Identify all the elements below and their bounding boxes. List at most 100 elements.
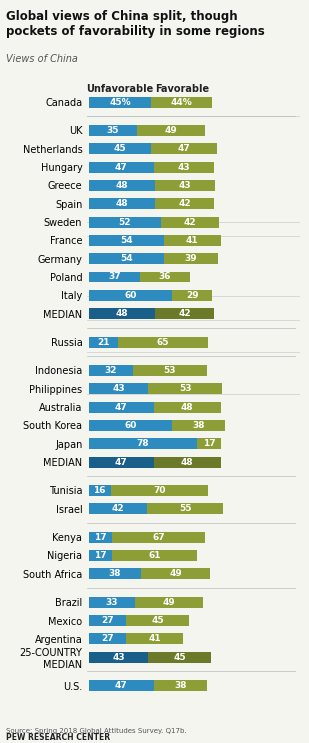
Text: 70: 70 xyxy=(153,486,166,495)
Bar xyxy=(89,290,172,301)
Text: 49: 49 xyxy=(165,126,178,135)
Bar xyxy=(89,180,155,191)
Text: 44%: 44% xyxy=(171,97,193,106)
Text: 41: 41 xyxy=(186,236,198,245)
Bar xyxy=(89,438,197,450)
Text: 78: 78 xyxy=(137,439,149,448)
Text: 53: 53 xyxy=(179,384,192,393)
Text: 17: 17 xyxy=(94,551,107,560)
Text: 39: 39 xyxy=(184,254,197,263)
Bar xyxy=(164,253,218,265)
Bar xyxy=(89,365,133,376)
Bar xyxy=(172,420,225,431)
Text: Views of China: Views of China xyxy=(6,54,78,64)
Bar xyxy=(89,161,154,172)
Text: 47: 47 xyxy=(177,144,190,153)
Bar xyxy=(155,198,214,210)
Bar xyxy=(112,532,205,542)
Text: 35: 35 xyxy=(107,126,119,135)
Text: 42: 42 xyxy=(178,199,191,208)
Bar xyxy=(164,235,221,246)
Bar xyxy=(142,568,210,580)
Text: 17: 17 xyxy=(203,439,215,448)
Bar xyxy=(147,503,223,514)
Text: 43: 43 xyxy=(178,163,190,172)
Bar xyxy=(89,401,154,412)
Bar xyxy=(154,456,221,467)
Text: 45%: 45% xyxy=(109,97,131,106)
Bar xyxy=(89,420,172,431)
Bar xyxy=(89,97,151,108)
Bar xyxy=(148,383,222,395)
Text: 43: 43 xyxy=(179,181,192,190)
Bar xyxy=(89,235,164,246)
Text: 53: 53 xyxy=(164,366,176,375)
Bar xyxy=(89,652,148,663)
Bar xyxy=(89,633,126,644)
Text: 47: 47 xyxy=(115,163,128,172)
Text: 48: 48 xyxy=(116,199,128,208)
Text: Favorable: Favorable xyxy=(155,84,210,94)
Bar xyxy=(126,615,189,626)
Text: 54: 54 xyxy=(120,236,133,245)
Text: 48: 48 xyxy=(116,309,128,318)
Text: PEW RESEARCH CENTER: PEW RESEARCH CENTER xyxy=(6,733,110,742)
Bar xyxy=(89,253,164,265)
Bar xyxy=(172,290,212,301)
Bar xyxy=(89,550,112,561)
Text: 38: 38 xyxy=(174,681,187,690)
Text: 21: 21 xyxy=(97,337,109,346)
Bar xyxy=(154,161,214,172)
Text: 67: 67 xyxy=(153,533,165,542)
Text: Source: Spring 2018 Global Attitudes Survey. Q17b.: Source: Spring 2018 Global Attitudes Sur… xyxy=(6,728,187,734)
Text: 42: 42 xyxy=(178,309,191,318)
Text: 27: 27 xyxy=(101,635,114,643)
Bar xyxy=(111,485,208,496)
Text: 45: 45 xyxy=(173,652,186,662)
Text: 61: 61 xyxy=(148,551,161,560)
Bar xyxy=(89,456,154,467)
Bar xyxy=(126,633,183,644)
Bar xyxy=(133,365,207,376)
Text: 60: 60 xyxy=(124,421,137,430)
Text: Global views of China split, though
pockets of favorability in some regions: Global views of China split, though pock… xyxy=(6,10,265,38)
Text: 32: 32 xyxy=(105,366,117,375)
Text: 65: 65 xyxy=(157,337,169,346)
Text: 47: 47 xyxy=(115,458,128,467)
Text: 45: 45 xyxy=(151,616,164,625)
Bar xyxy=(112,550,197,561)
Bar xyxy=(89,485,111,496)
Text: 52: 52 xyxy=(119,218,131,227)
Bar xyxy=(89,532,112,542)
Text: 48: 48 xyxy=(181,403,194,412)
Bar xyxy=(89,383,148,395)
Text: 49: 49 xyxy=(169,569,182,578)
Text: 36: 36 xyxy=(159,273,171,282)
Bar xyxy=(89,503,147,514)
Text: 43: 43 xyxy=(112,384,125,393)
Text: 54: 54 xyxy=(120,254,133,263)
Bar xyxy=(148,652,211,663)
Bar xyxy=(89,271,140,282)
Bar xyxy=(89,216,161,227)
Bar xyxy=(197,438,221,450)
Bar xyxy=(155,308,214,319)
Text: 49: 49 xyxy=(162,597,175,607)
Text: 33: 33 xyxy=(105,597,118,607)
Text: 60: 60 xyxy=(124,291,137,300)
Text: 48: 48 xyxy=(181,458,194,467)
Bar xyxy=(151,143,217,155)
Text: 16: 16 xyxy=(94,486,106,495)
Bar xyxy=(89,337,118,348)
Text: 47: 47 xyxy=(115,403,128,412)
Text: 48: 48 xyxy=(116,181,128,190)
Text: 41: 41 xyxy=(148,635,161,643)
Text: 42: 42 xyxy=(184,218,197,227)
Text: 27: 27 xyxy=(101,616,114,625)
Text: 38: 38 xyxy=(192,421,205,430)
Bar xyxy=(161,216,219,227)
Text: Unfavorable: Unfavorable xyxy=(86,84,154,94)
Bar xyxy=(89,680,154,691)
Text: 47: 47 xyxy=(115,681,128,690)
Text: 37: 37 xyxy=(108,273,121,282)
